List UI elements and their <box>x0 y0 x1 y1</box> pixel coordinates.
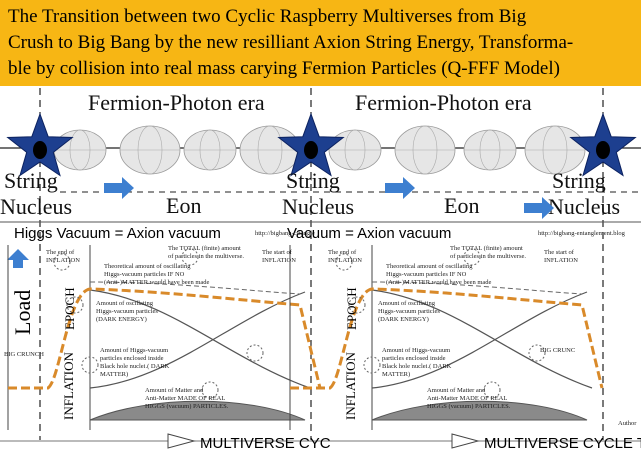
total-curve <box>8 287 322 390</box>
annotation: INFLATION <box>46 257 80 264</box>
matter-hump <box>89 400 306 421</box>
annotation: of particles in the multiverse. <box>168 253 244 260</box>
annotation: Anti-Matter MADE OF REAL <box>427 395 507 402</box>
era-label: Fermion-Photon era <box>355 90 532 115</box>
annotation: Amount of Matter and <box>427 387 486 394</box>
string-label: String <box>4 168 58 193</box>
era-label: Fermion-Photon era <box>88 90 265 115</box>
top-band: Fermion-Photon era Fermion-Photon era Stri… <box>0 88 641 440</box>
nucleus <box>304 141 318 159</box>
inflation-label: INFLATION <box>343 352 358 420</box>
annotation: Amount of oscillating <box>96 300 154 307</box>
pointer-circle <box>483 381 501 399</box>
epoch-label: EPOCH <box>62 287 77 330</box>
big-crunch: BIG CRUNC <box>540 347 575 354</box>
annotation: Higgs-vacuum particles IF NO <box>386 271 467 278</box>
annotation: The end of <box>46 249 75 256</box>
annotation: MATTER) <box>382 371 410 378</box>
pointer-circle <box>348 296 366 314</box>
string-label: String <box>552 168 606 193</box>
nucleus <box>33 141 47 159</box>
pointer-circle <box>363 356 381 374</box>
nucleus <box>596 141 610 159</box>
annotation: INFLATION <box>328 257 362 264</box>
title-line: Crush to Big Bang by the new resilliant … <box>8 32 573 53</box>
blue-arrow <box>385 177 415 199</box>
annotation: (Anti-)MATTER would have been made <box>104 279 210 286</box>
eon-label: Eon <box>444 193 479 218</box>
annotation: Theoretical amount of oscillating <box>386 263 473 270</box>
pointer-circle <box>335 253 353 271</box>
annotation: MATTER) <box>100 371 128 378</box>
annotation: (DARK ENERGY) <box>96 316 147 323</box>
cycle-label: MULTIVERSE CYC <box>200 435 331 452</box>
pointer-circle <box>528 344 546 362</box>
author: Author <box>618 420 637 427</box>
string-label: Nucleus <box>282 194 354 219</box>
pointer-circle <box>53 253 71 271</box>
annotation: INFLATION <box>544 257 578 264</box>
vacuum-label: Vacuum = Axion vacuum <box>287 225 451 242</box>
annotation: Anti-Matter MADE OF REAL <box>145 395 225 402</box>
annotation: The end of <box>328 249 357 256</box>
title-box <box>0 0 641 86</box>
theoretical-curve <box>371 281 583 295</box>
annotation: Theoretical amount of oscillating <box>104 263 191 270</box>
annotation: of particles in the multiverse. <box>450 253 526 260</box>
string-label: String <box>286 168 340 193</box>
annotation: Amount of oscillating <box>378 300 436 307</box>
annotation: Amount of Matter and <box>145 387 204 394</box>
title-line: The Transition between two Cyclic Raspbe… <box>8 6 527 27</box>
vacuum-label: Higgs Vacuum = Axion vacuum <box>14 225 221 242</box>
title-line: ble by collision into real mass carying … <box>8 58 560 79</box>
cycle-label: MULTIVERSE CYCLE T <box>484 435 641 452</box>
annotation: Black hole nuclei.( DARK <box>100 363 170 370</box>
inflation-label: INFLATION <box>61 352 76 420</box>
blue-arrow <box>524 197 554 219</box>
dark-energy-curve <box>371 289 593 389</box>
epoch-label: EPOCH <box>344 287 359 330</box>
pointer-circle <box>201 381 219 399</box>
annotation: HIGGS (vacuum) PARTICLES. <box>145 403 229 410</box>
annotation: Amount of Higgs-vacuum <box>382 347 450 354</box>
annotation: The TOTAL (finite) amount <box>450 245 523 252</box>
url: http://bigbang-cstangle <box>255 230 315 237</box>
annotation: The start of <box>544 249 575 256</box>
load-label: Load <box>10 290 35 335</box>
load-arrow <box>5 249 31 268</box>
dark-energy-curve <box>89 289 311 389</box>
eon-label: Eon <box>166 193 201 218</box>
pointer-circle <box>463 248 481 266</box>
annotation: Higgs-vacuum particles <box>378 308 440 315</box>
annotation: Higgs-vacuum particles <box>96 308 158 315</box>
cycle-arrowhead <box>167 433 196 449</box>
string-label: Nucleus <box>548 194 620 219</box>
annotation: Amount of Higgs-vacuum <box>100 347 168 354</box>
annotation: (DARK ENERGY) <box>378 316 429 323</box>
annotation: particles enclosed inside <box>100 355 164 362</box>
matter-hump <box>371 400 588 421</box>
pointer-circle <box>246 344 264 362</box>
big-crunch: BIG CRUNCH <box>4 351 44 358</box>
cycle-arrowhead <box>451 433 480 449</box>
annotation: particles enclosed inside <box>382 355 446 362</box>
total-curve <box>290 287 604 390</box>
annotation: The start of <box>262 249 293 256</box>
pointer-circle <box>181 248 199 266</box>
pointer-circle <box>81 356 99 374</box>
theoretical-curve <box>89 281 301 295</box>
annotation: Higgs-vacuum particles IF NO <box>104 271 185 278</box>
cycle-panels: Higgs Vacuum = Axion vacuum Vacuum = Axio… <box>0 221 641 452</box>
pointer-circle <box>66 296 84 314</box>
string-label: Nucleus <box>0 194 72 219</box>
annotation: (Anti-)MATTER would have been made <box>386 279 492 286</box>
annotation: The TOTAL (finite) amount <box>168 245 241 252</box>
url: http://bigbang-entanglement.blog <box>538 230 626 237</box>
blue-arrow <box>104 177 134 199</box>
annotation: INFLATION <box>262 257 296 264</box>
annotation: Black hole nuclei.( DARK <box>382 363 452 370</box>
annotation: HIGGS (vacuum) PARTICLES. <box>427 403 511 410</box>
